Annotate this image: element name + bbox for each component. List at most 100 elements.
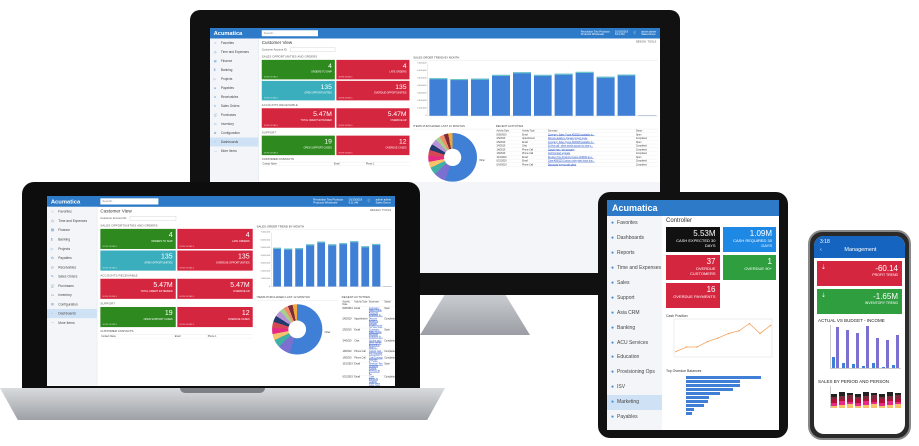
tablet-nav-marketing[interactable]: ● Marketing: [607, 394, 662, 410]
stacked-bar[interactable]: [831, 394, 837, 408]
kpi-tile[interactable]: 37 Overdue Customers: [666, 255, 720, 280]
more-details-link[interactable]: MORE DETAILS: [102, 245, 117, 248]
bar[interactable]: [273, 247, 282, 287]
budget-bar[interactable]: [846, 330, 849, 368]
sidebar-item-time-and-expenses[interactable]: ◷ Time and Expenses: [47, 216, 97, 225]
sidebar-item-purchases[interactable]: 🛒 Purchases: [47, 281, 97, 290]
budget-bar[interactable]: [836, 327, 839, 368]
stacked-bar[interactable]: [847, 393, 853, 408]
tablet-nav-support[interactable]: ● Support: [607, 290, 662, 305]
line-point[interactable]: [769, 324, 772, 327]
tablet-nav-sales[interactable]: ● Sales: [607, 276, 662, 291]
activity-row[interactable]: 6/21/2019 Email Case #000129 Custom order …: [495, 159, 658, 163]
sidebar-item-time-and-expenses[interactable]: ◷ Time and Expenses: [210, 48, 258, 57]
activity-row[interactable]: 2/6/2019 Appointment Discuss details to pr…: [341, 317, 395, 329]
tablet-nav-favorites[interactable]: ● Favorites: [607, 216, 662, 231]
actual-bar[interactable]: [892, 365, 895, 368]
more-details-link[interactable]: MORE DETAILS: [179, 323, 194, 326]
sidebar-item-sales-orders[interactable]: ✎ Sales Orders: [210, 102, 258, 111]
bar[interactable]: [429, 78, 448, 116]
kpi-tile[interactable]: ⇣ -60.14 Profit Trend: [817, 261, 902, 286]
kpi-tile[interactable]: 12 Overdue Cases MORE DETAILS: [336, 135, 410, 156]
bar[interactable]: [533, 74, 552, 116]
tablet-nav-banking[interactable]: ● Banking: [607, 320, 662, 335]
bar[interactable]: [284, 248, 293, 287]
budget-bar[interactable]: [876, 338, 879, 368]
stacked-bar[interactable]: [887, 392, 893, 408]
actual-bar[interactable]: [832, 357, 835, 368]
more-details-link[interactable]: MORE DETAILS: [338, 97, 353, 100]
kpi-tile[interactable]: 1 Overdue 90+: [722, 255, 776, 280]
kpi-tile[interactable]: 5.47M Overdue AR MORE DETAILS: [177, 278, 253, 299]
more-details-link[interactable]: MORE DETAILS: [338, 151, 353, 154]
line-point[interactable]: [696, 346, 698, 348]
activity-row[interactable]: 1/9/2019 Phone Call Cart/Contract upgrade C…: [495, 151, 658, 156]
tablet-nav-time-and-expenses[interactable]: ● Time and Expenses: [607, 261, 662, 276]
activity-row[interactable]: 6/14/2019 Phone Call Discussed project wit…: [495, 162, 658, 167]
help-icon[interactable]: ⓘ: [633, 31, 636, 34]
activity-row[interactable]: 1/9/2019 Phone Call Cart/Contract upgrade C…: [341, 355, 395, 363]
activity-row[interactable]: 2/6/2019 Appointment Discuss details to pr…: [495, 136, 658, 141]
activities-header[interactable]: Summary: [547, 129, 636, 133]
bar[interactable]: [596, 76, 615, 116]
sidebar-item-sales-orders[interactable]: ✎ Sales Orders: [47, 272, 97, 281]
bar[interactable]: [554, 73, 573, 116]
col-contact[interactable]: Contact Name: [100, 334, 174, 339]
company-selector[interactable]: Revolution Two Products Products Wholesal…: [313, 199, 343, 204]
more-details-link[interactable]: MORE DETAILS: [102, 295, 117, 298]
more-details-link[interactable]: MORE DETAILS: [179, 245, 194, 248]
sidebar-item-finance[interactable]: ▤ Finance: [47, 225, 97, 234]
line-point[interactable]: [748, 322, 751, 325]
more-details-link[interactable]: MORE DETAILS: [264, 76, 278, 79]
activities-header[interactable]: Status: [635, 129, 658, 133]
customer-account-field[interactable]: [290, 47, 336, 52]
col-contact[interactable]: Contact Name: [261, 162, 334, 166]
activity-row[interactable]: 10/1/2019 Email Revision Two Products Invo…: [495, 155, 658, 160]
tablet-nav-asia-crm[interactable]: ● Asia CRM: [607, 305, 662, 320]
user-menu[interactable]: admin admin Sales Demo: [641, 31, 656, 36]
col-phone[interactable]: Phone 1: [206, 334, 253, 339]
bar[interactable]: [372, 243, 381, 287]
bar[interactable]: [317, 241, 326, 287]
design-button[interactable]: DESIGN: [635, 40, 646, 44]
kpi-tile[interactable]: ⇣ -1.65M Inventory Trend: [817, 289, 902, 314]
activity-row[interactable]: 3/4/2019 Chat Go-live call - client needs …: [341, 338, 395, 350]
bar[interactable]: [471, 78, 490, 116]
sidebar-item-receivables[interactable]: ⊙ Receivables: [210, 93, 258, 102]
activities-header[interactable]: Activity Date: [495, 129, 522, 133]
design-button[interactable]: DESIGN: [370, 209, 381, 212]
tablet-nav-provisioning-ops[interactable]: ● Provisioning Ops: [607, 365, 662, 380]
sidebar-item-dashboards[interactable]: ◔ Dashboards: [210, 137, 259, 147]
stacked-bar[interactable]: [895, 393, 901, 408]
sidebar-item-favorites[interactable]: ☆ Favorites: [210, 39, 258, 48]
tablet-nav-dashboards[interactable]: ● Dashboards: [607, 231, 662, 246]
stacked-bar[interactable]: [855, 394, 861, 408]
date-selector[interactable]: 10/10/2019 6:11 AM: [615, 31, 628, 36]
stacked-bar[interactable]: [863, 392, 869, 408]
col-email[interactable]: Email: [173, 334, 207, 339]
kpi-tile[interactable]: 4 Late Orders MORE DETAILS: [336, 59, 410, 80]
search-input[interactable]: Search...: [261, 30, 318, 37]
more-details-link[interactable]: MORE DETAILS: [179, 295, 194, 298]
sidebar-item-more-items[interactable]: ⋯ More Items: [210, 147, 258, 156]
activities-header[interactable]: Summary: [368, 300, 384, 307]
sidebar-item-projects[interactable]: ▷ Projects: [210, 75, 258, 84]
sidebar-item-more-items[interactable]: ⋯ More Items: [47, 318, 97, 327]
sidebar-item-configuration[interactable]: ⚙ Configuration: [210, 129, 258, 138]
actual-bar[interactable]: [862, 366, 865, 368]
more-details-link[interactable]: MORE DETAILS: [338, 76, 353, 79]
kpi-tile[interactable]: 4 Orders to Ship MORE DETAILS: [261, 59, 335, 80]
activity-row[interactable]: 8/28/2019 Email Company: Sales Quote #2000…: [341, 306, 395, 318]
actual-bar[interactable]: [872, 363, 875, 368]
tools-button[interactable]: TOOLS: [382, 209, 392, 212]
bar[interactable]: [350, 241, 359, 287]
tablet-nav-reports[interactable]: ● Reports: [607, 246, 662, 261]
tablet-nav-acu-services[interactable]: ● ACU Services: [607, 335, 662, 350]
line-point[interactable]: [759, 332, 761, 335]
sidebar-item-favorites[interactable]: ☆ Favorites: [47, 207, 97, 216]
user-menu[interactable]: admin admin Sales Demo: [376, 199, 391, 204]
kpi-tile[interactable]: 5.47M Overdue AR MORE DETAILS: [336, 108, 410, 128]
bar[interactable]: [328, 244, 337, 287]
sidebar-item-dashboards[interactable]: ◔ Dashboards: [47, 308, 97, 319]
bar[interactable]: [306, 244, 315, 287]
